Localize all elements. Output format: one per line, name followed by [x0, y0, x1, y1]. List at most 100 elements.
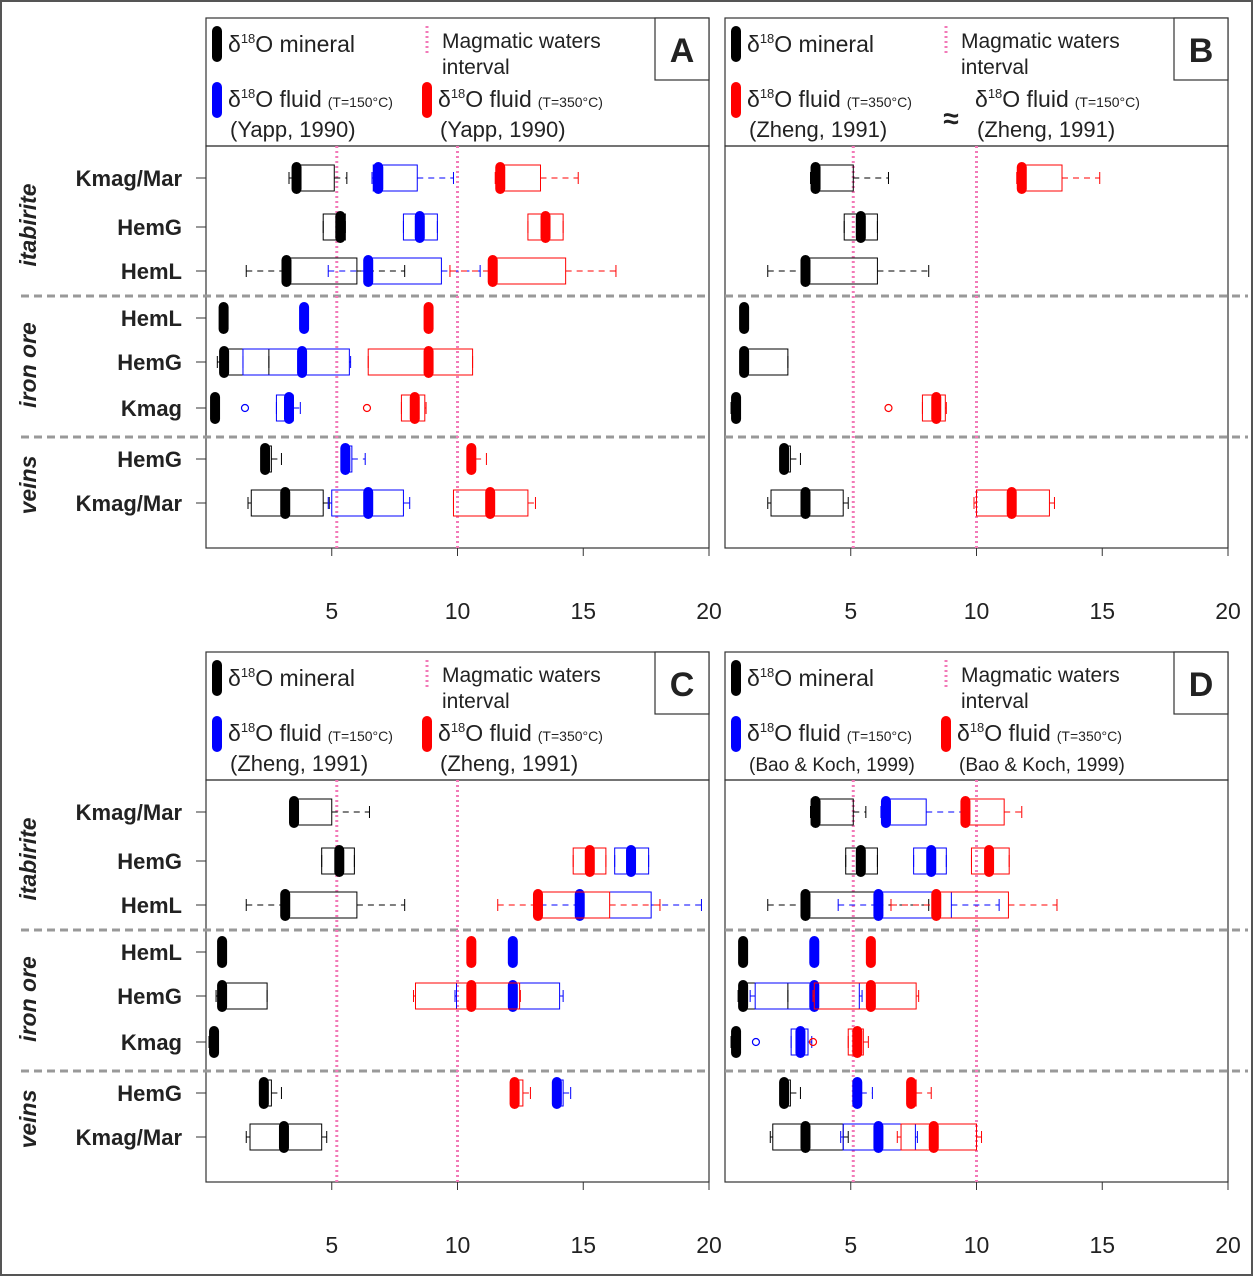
legend-swatch — [731, 716, 741, 752]
median — [466, 980, 477, 1012]
box — [740, 982, 789, 1010]
group-label: iron ore — [15, 956, 41, 1042]
legend-swatch — [212, 660, 222, 696]
median — [626, 845, 637, 877]
legend-superscript: 18 — [451, 720, 465, 735]
legend-temperature: (T=350°C) — [538, 728, 603, 744]
category-label: HemG — [117, 849, 182, 874]
panel-letter: A — [670, 32, 695, 70]
x-tick-label: 5 — [844, 1232, 857, 1258]
legend-reference: (Zheng, 1991) — [440, 751, 578, 776]
legend-superscript: 18 — [760, 720, 774, 735]
x-tick-label: 10 — [445, 598, 471, 624]
x-tick-label: 5 — [325, 598, 338, 624]
box — [284, 891, 358, 919]
group-label: veins — [15, 1090, 41, 1149]
legend-reference: (Bao & Koch, 1999) — [749, 755, 915, 776]
category-label: HemL — [121, 940, 182, 965]
x-tick-label: 5 — [844, 598, 857, 624]
legend-label: δ18O fluid (T=350°C) — [438, 86, 603, 112]
legend-swatch — [212, 26, 222, 62]
box — [900, 1123, 977, 1151]
box — [754, 982, 860, 1010]
category-label: Kmag/Mar — [76, 1125, 183, 1150]
legend-label: δ18O fluid (T=150°C) — [228, 86, 393, 112]
category-label: HemL — [121, 893, 182, 918]
median — [409, 392, 420, 424]
outlier — [240, 403, 250, 413]
median — [810, 796, 821, 828]
category-label: HemG — [117, 350, 182, 375]
legend-symbol: δ — [747, 31, 760, 57]
legend-label: δ18O fluid (T=350°C) — [957, 720, 1122, 746]
x-tick-label: 10 — [964, 1232, 990, 1258]
legend-interval-label: interval — [961, 690, 1029, 713]
legend-reference: (Yapp, 1990) — [230, 117, 356, 142]
legend-interval-label: Magmatic waters — [442, 664, 601, 687]
median — [931, 392, 942, 424]
box — [322, 213, 346, 241]
x-tick-label: 15 — [570, 598, 596, 624]
legend-label: δ18O fluid (T=350°C) — [438, 720, 603, 746]
legend-interval-label: Magmatic waters — [961, 30, 1120, 53]
median — [931, 889, 942, 921]
category-label: HemG — [117, 215, 182, 240]
legend-text: O fluid — [465, 720, 531, 746]
median — [373, 162, 384, 194]
legend-label: δ18O fluid (T=350°C) — [747, 86, 912, 112]
legend-swatch — [941, 716, 951, 752]
median — [485, 487, 496, 519]
x-tick-label: 15 — [1089, 598, 1115, 624]
median — [217, 980, 228, 1012]
legend-swatch — [212, 82, 222, 118]
median — [738, 936, 749, 968]
median — [280, 889, 291, 921]
legend-reference: (Zheng, 1991) — [977, 117, 1115, 142]
category-label: HemL — [121, 259, 182, 284]
legend-interval-label: interval — [961, 56, 1029, 79]
median — [739, 346, 750, 378]
legend-superscript: 18 — [451, 86, 465, 101]
median — [731, 1026, 742, 1058]
median — [507, 980, 518, 1012]
box — [372, 164, 418, 192]
median — [800, 487, 811, 519]
legend-symbol: δ — [438, 720, 451, 746]
median — [363, 255, 374, 287]
category-label: Kmag — [121, 1030, 182, 1055]
category-label: HemG — [117, 984, 182, 1009]
outlier — [808, 1037, 818, 1047]
median — [299, 302, 310, 334]
median — [852, 1077, 863, 1109]
median — [551, 1077, 562, 1109]
legend-temperature: (T=150°C) — [1075, 94, 1140, 110]
median — [466, 936, 477, 968]
legend-temperature: (T=150°C) — [328, 94, 393, 110]
legend-swatch — [731, 26, 741, 62]
median — [584, 845, 595, 877]
group-label: itabirite — [15, 183, 41, 266]
category-label: Kmag/Mar — [76, 491, 183, 516]
median — [507, 936, 518, 968]
legend-superscript: 18 — [760, 31, 774, 46]
legend-symbol: δ — [747, 665, 760, 691]
median — [217, 936, 228, 968]
legend-text: O fluid — [1002, 86, 1068, 112]
legend-superscript: 18 — [970, 720, 984, 735]
legend-text: O fluid — [774, 86, 840, 112]
box — [813, 982, 917, 1010]
x-tick-label: 15 — [1089, 1232, 1115, 1258]
median — [280, 487, 291, 519]
legend-swatch — [422, 82, 432, 118]
x-tick-label: 20 — [1215, 598, 1241, 624]
median — [487, 255, 498, 287]
legend-symbol: δ — [957, 720, 970, 746]
median — [466, 443, 477, 475]
median — [334, 845, 345, 877]
median — [739, 302, 750, 334]
legend-label: δ18O mineral — [228, 31, 355, 57]
median — [532, 889, 543, 921]
